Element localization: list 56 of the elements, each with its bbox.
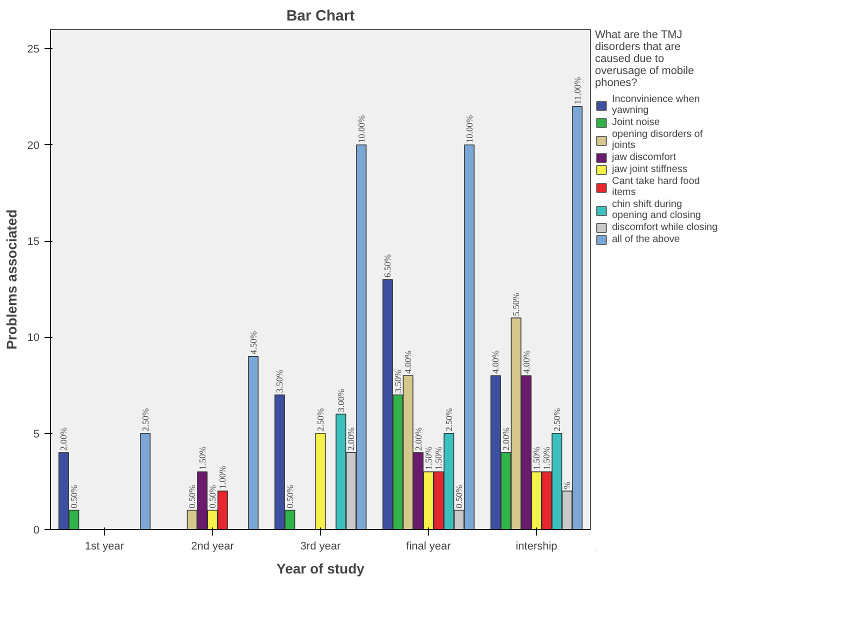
annotation: 1.00% bbox=[218, 465, 228, 490]
legend-label: Inconvinience when yawning bbox=[612, 94, 700, 116]
bar bbox=[140, 432, 151, 530]
annotation: 2.50% bbox=[140, 408, 150, 432]
annotation: 1.50% bbox=[197, 446, 208, 470]
annotation: 0.50% bbox=[454, 484, 464, 508]
annotation: 3.50% bbox=[392, 369, 403, 393]
annotation: 2.50% bbox=[444, 408, 454, 432]
x-axis-title: Year of study bbox=[276, 560, 365, 576]
annotation: 10.00% bbox=[464, 114, 474, 143]
chart-title: Bar Chart bbox=[286, 8, 355, 24]
annotation: % bbox=[562, 481, 572, 490]
legend-title: What are the TMJ disorders that are caused due to overusage of mobile phones? bbox=[595, 29, 696, 89]
legend-label: Joint noise bbox=[612, 117, 660, 128]
y-tick-label: 5 bbox=[33, 428, 40, 440]
annotation: 3.00% bbox=[336, 388, 346, 412]
bar bbox=[248, 356, 259, 530]
annotation: 0.50% bbox=[208, 484, 218, 508]
annotation: 0.50% bbox=[68, 484, 79, 508]
annotation: 2.00% bbox=[346, 426, 356, 451]
annotation: 0.50% bbox=[187, 484, 198, 508]
y-axis-title: Problems associated bbox=[3, 209, 20, 350]
annotation: 2.00% bbox=[500, 426, 511, 451]
x-tick-label: 2nd year bbox=[191, 540, 234, 552]
x-tick-label: 3rd year bbox=[300, 540, 342, 552]
annotation: 1.50% bbox=[542, 446, 552, 470]
annotation: 2.50% bbox=[316, 408, 326, 432]
annotation: 1.50% bbox=[424, 446, 434, 470]
y-tick-label: 20 bbox=[27, 140, 40, 152]
annotation: 4.00% bbox=[521, 350, 532, 374]
annotation: 4.00% bbox=[403, 350, 414, 374]
y-tick-label: 15 bbox=[27, 236, 40, 248]
annotation: 10.00% bbox=[356, 114, 366, 143]
annotation: 11.00% bbox=[572, 76, 582, 104]
x-tick-label: 1st year bbox=[84, 540, 124, 552]
legend-label: jaw discomfort bbox=[612, 152, 676, 163]
annotation: 4.00% bbox=[490, 350, 501, 374]
legend-label: all of the above bbox=[612, 234, 680, 245]
annotation: 2.00% bbox=[58, 426, 69, 451]
annotation: 2.50% bbox=[552, 408, 562, 432]
y-tick-label: 10 bbox=[27, 332, 40, 344]
x-tick-label: intership bbox=[516, 540, 558, 552]
legend-label: jaw joint stiffness bbox=[612, 164, 688, 175]
y-tick-label: 0 bbox=[33, 524, 40, 536]
annotation: 1.50% bbox=[434, 446, 444, 470]
annotation: 3.50% bbox=[274, 369, 285, 393]
y-tick-label: 25 bbox=[27, 44, 40, 56]
x-tick-label: final year bbox=[406, 540, 452, 552]
annotation: 0.50% bbox=[284, 484, 295, 508]
annotation: 6.50% bbox=[382, 254, 393, 278]
annotation: 5.50% bbox=[511, 292, 522, 316]
annotation: 2.00% bbox=[413, 426, 424, 451]
legend-label: discomfort while closing bbox=[612, 222, 718, 233]
bar bbox=[315, 432, 326, 530]
annotation: 1.50% bbox=[532, 446, 542, 470]
annotation: 4.50% bbox=[248, 330, 258, 354]
